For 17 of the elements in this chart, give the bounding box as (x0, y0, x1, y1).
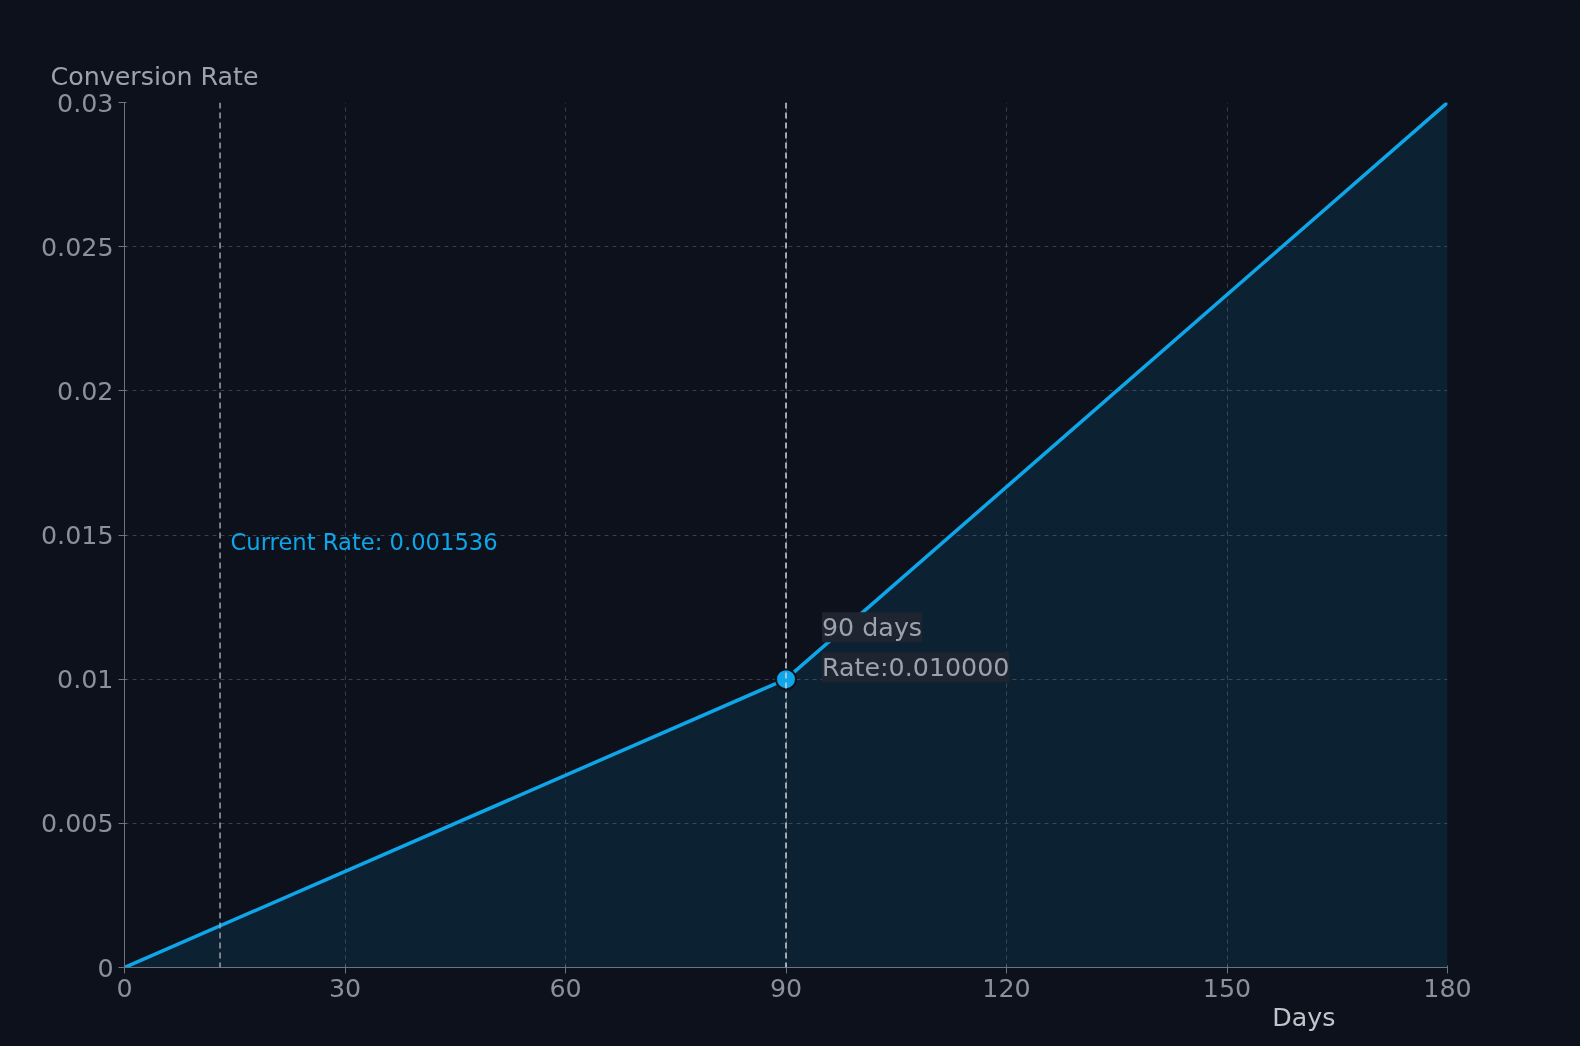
x-tick-label: 0 (116, 972, 133, 1003)
x-tick-label: 180 (1423, 972, 1472, 1003)
annotation: 90 days (822, 612, 923, 643)
x-tick-label: 60 (549, 972, 582, 1003)
y-tick-label: 0.02 (57, 375, 114, 406)
annotation: Rate:0.010000 (822, 652, 1010, 683)
y-tick-label: 0.015 (40, 520, 114, 550)
annotation: Current Rate: 0.001536 (230, 528, 498, 555)
y-tick-label: 0.01 (57, 664, 114, 695)
y-tick-label: 0.005 (40, 808, 114, 839)
y-tick-label: 0 (97, 952, 114, 983)
x-tick-label: 30 (328, 972, 362, 1003)
x-tick-label: 120 (982, 972, 1031, 1003)
y-tick-label: 0.025 (40, 231, 114, 262)
x-tick-label: 90 (769, 972, 803, 1003)
x-tick-label: 150 (1202, 972, 1252, 1003)
x-axis-title: Days (1272, 1001, 1336, 1032)
